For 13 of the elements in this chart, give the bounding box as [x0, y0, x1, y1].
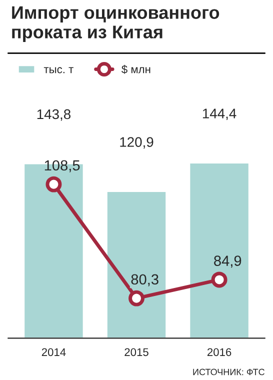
text: ИСТОЧНИК: ФТС: [193, 368, 264, 376]
data-label: 144,4: [202, 108, 236, 120]
x-tick-label: 2014: [42, 348, 66, 356]
x-tick-label: 2015: [124, 348, 148, 356]
chart-title: Импорт оцинкованного проката из Китая: [12, 6, 220, 42]
data-label: 80,3: [131, 274, 158, 286]
legend-label: $ млн: [122, 64, 150, 74]
data-label: 108,5: [44, 160, 80, 172]
data-label: 143,8: [37, 109, 70, 121]
data-label: 84,9: [214, 256, 242, 268]
data-label: 120,9: [120, 137, 154, 149]
legend-label: тыс. т: [44, 67, 74, 74]
x-tick-label: 2016: [207, 348, 232, 356]
